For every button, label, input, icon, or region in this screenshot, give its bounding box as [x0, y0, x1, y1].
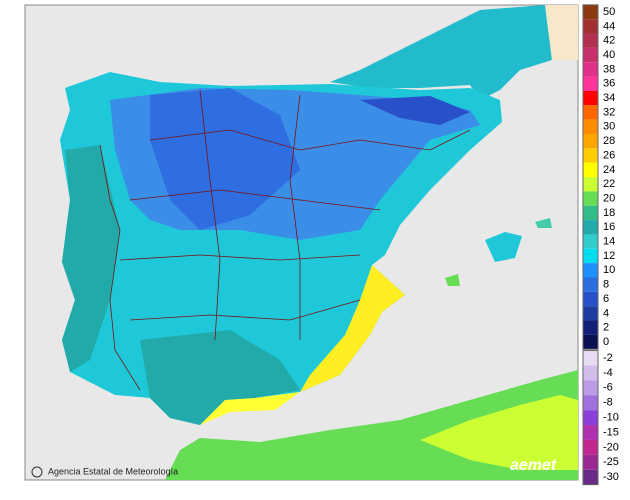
legend-swatch [583, 33, 598, 48]
legend-swatch [583, 234, 598, 249]
legend-swatch [583, 439, 598, 455]
legend-swatch [583, 291, 598, 307]
legend-label: 12 [603, 250, 615, 262]
legend: 5044424038363432302826242220181614121086… [582, 4, 619, 486]
legend-swatch [583, 119, 598, 134]
legend-label: -30 [603, 471, 619, 483]
legend-swatch [583, 162, 598, 178]
legend-label: 6 [603, 293, 609, 305]
legend-swatch [583, 306, 598, 321]
borders [99, 89, 471, 391]
legend-swatch [583, 177, 598, 192]
legend-label: -15 [603, 426, 619, 438]
legend-swatch [583, 62, 598, 77]
legend-label: -25 [603, 456, 619, 468]
legend-label: 40 [603, 49, 615, 61]
legend-swatch [583, 350, 598, 366]
legend-label: 36 [603, 78, 615, 90]
legend-label: -6 [603, 382, 613, 394]
legend-swatch [583, 320, 598, 335]
legend-swatch [583, 395, 598, 411]
legend-swatch [583, 191, 598, 206]
legend-swatch [583, 220, 598, 235]
legend-swatch [583, 454, 598, 470]
legend-swatch [583, 76, 598, 91]
legend-label: 4 [603, 307, 609, 319]
legend-label: 0 [603, 336, 609, 348]
legend-label: 24 [603, 164, 615, 176]
credit: Agencia Estatal de Meteorología [48, 466, 178, 476]
legend-label: 38 [603, 63, 615, 75]
legend-label: 20 [603, 192, 615, 204]
legend-swatch [583, 19, 598, 34]
legend-label: 30 [603, 121, 615, 133]
legend-label: 26 [603, 149, 615, 161]
legend-swatch [583, 47, 598, 63]
legend-swatch [583, 410, 598, 426]
legend-swatch [583, 277, 598, 292]
legend-label: 28 [603, 135, 615, 147]
legend-label: -10 [603, 412, 619, 424]
logo: aemet [510, 457, 557, 474]
legend-label: 8 [603, 279, 609, 291]
legend-label: 44 [603, 20, 615, 32]
land [60, 5, 578, 480]
legend-label: 42 [603, 35, 615, 47]
legend-label: 34 [603, 92, 615, 104]
legend-label: 18 [603, 207, 615, 219]
legend-frame [582, 350, 599, 486]
legend-label: -4 [603, 367, 613, 379]
legend-swatch [583, 425, 598, 440]
legend-label: 10 [603, 264, 615, 276]
legend-swatch [583, 263, 598, 278]
legend-swatch [583, 4, 598, 20]
legend-swatch [583, 380, 598, 396]
legend-label: -20 [603, 441, 619, 453]
legend-label: 14 [603, 236, 615, 248]
legend-frame [582, 4, 599, 350]
legend-label: 32 [603, 106, 615, 118]
legend-label: 2 [603, 322, 609, 334]
legend-label: 22 [603, 178, 615, 190]
legend-swatch [583, 105, 598, 120]
legend-swatch [583, 148, 598, 163]
credit-icon [31, 466, 43, 478]
legend-label: 16 [603, 221, 615, 233]
legend-label: -8 [603, 397, 613, 409]
legend-swatch [583, 90, 598, 106]
legend-swatch [583, 334, 598, 350]
legend-swatch [583, 205, 598, 221]
legend-swatch [583, 365, 598, 381]
legend-label: -2 [603, 352, 613, 364]
legend-swatch [583, 248, 598, 264]
legend-swatch [583, 133, 598, 149]
legend-swatch [583, 469, 598, 485]
legend-label: 50 [603, 6, 615, 18]
